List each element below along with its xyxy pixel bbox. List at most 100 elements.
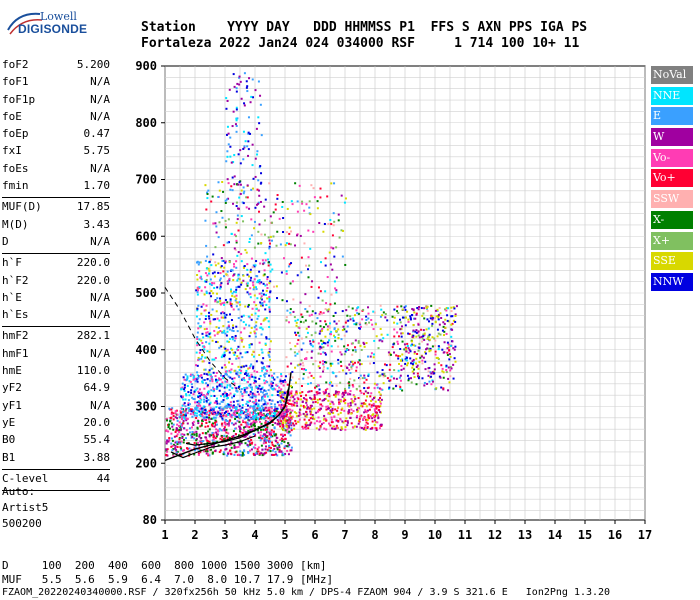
param-name: M(D) (2, 217, 29, 231)
echo-point (240, 378, 243, 381)
echo-point (437, 315, 440, 318)
echo-point (291, 403, 294, 406)
echo-point (268, 384, 271, 387)
logo-text-lowell: Lowell (40, 10, 77, 23)
echo-point (226, 155, 229, 158)
echo-point (410, 362, 413, 365)
echo-point (265, 436, 268, 439)
echo-point (297, 363, 300, 366)
param-row: h`F 220.0 (2, 256, 110, 273)
echo-point (175, 409, 178, 412)
echo-point (195, 430, 198, 433)
echo-point (261, 302, 264, 305)
echo-point (223, 312, 226, 315)
echo-point (282, 396, 285, 399)
echo-point (227, 436, 230, 439)
echo-point (250, 411, 253, 414)
echo-point (291, 409, 294, 412)
param-row: MUF(D) 17.85 (2, 200, 110, 217)
echo-point (379, 405, 382, 408)
echo-point (205, 397, 208, 400)
echo-point (265, 316, 268, 319)
echo-point (341, 427, 344, 430)
echo-point (329, 322, 332, 325)
echo-point (259, 425, 262, 428)
echo-point (287, 424, 290, 427)
echo-point (378, 391, 381, 394)
echo-point (399, 374, 402, 377)
echo-point (407, 351, 410, 354)
echo-point (310, 350, 313, 353)
echo-point (269, 419, 272, 422)
echo-point (269, 358, 272, 361)
echo-point (346, 314, 349, 317)
echo-point (250, 234, 253, 237)
echo-point (437, 348, 440, 351)
echo-point (335, 419, 338, 422)
echo-point (218, 383, 221, 386)
echo-point (325, 408, 328, 411)
echo-point (313, 395, 316, 398)
echo-point (445, 369, 448, 372)
echo-point (305, 410, 308, 413)
echo-point (252, 411, 255, 414)
echo-point (229, 298, 232, 301)
echo-point (361, 318, 364, 321)
echo-point (240, 369, 243, 372)
echo-point (288, 443, 291, 446)
echo-point (193, 431, 196, 434)
echo-point (252, 284, 255, 287)
echo-point (283, 393, 286, 396)
echo-point (244, 288, 247, 291)
echo-point (370, 404, 373, 407)
echo-point (250, 257, 253, 260)
echo-point (197, 402, 200, 405)
x-tick-label: 17 (638, 528, 652, 542)
echo-point (268, 247, 271, 250)
echo-point (254, 419, 257, 422)
echo-point (236, 330, 239, 333)
echo-point (269, 263, 272, 266)
echo-point (369, 362, 372, 365)
echo-point (309, 413, 312, 416)
echo-point (447, 389, 450, 392)
echo-point (325, 428, 328, 431)
echo-point (437, 358, 440, 361)
echo-point (333, 280, 336, 283)
echo-point (348, 384, 351, 387)
echo-point (231, 362, 234, 365)
echo-point (215, 428, 218, 431)
echo-point (328, 395, 331, 398)
echo-point (207, 267, 210, 270)
echo-point (206, 350, 209, 353)
echo-point (276, 297, 279, 300)
echo-point (213, 407, 216, 410)
echo-point (218, 346, 221, 349)
echo-point (272, 285, 275, 288)
echo-point (316, 200, 319, 203)
echo-point (260, 333, 263, 336)
echo-point (222, 414, 225, 417)
echo-point (293, 427, 296, 430)
echo-point (355, 425, 358, 428)
echo-point (212, 436, 215, 439)
echo-point (230, 318, 233, 321)
echo-point (294, 345, 297, 348)
echo-point (422, 335, 425, 338)
echo-point (240, 442, 243, 445)
echo-point (226, 270, 229, 273)
echo-point (412, 372, 415, 375)
param-value: 5.200 (76, 58, 110, 71)
echo-point (307, 229, 310, 232)
echo-point (205, 334, 208, 337)
echo-point (256, 390, 259, 393)
param-row: foEs N/A (2, 162, 110, 179)
x-tick-label: 11 (458, 528, 472, 542)
echo-point (381, 373, 384, 376)
echo-point (259, 103, 262, 106)
echo-point (424, 351, 427, 354)
echo-point (314, 331, 317, 334)
echo-point (199, 411, 202, 414)
echo-point (348, 411, 351, 414)
param-name: hmF1 (2, 346, 29, 360)
